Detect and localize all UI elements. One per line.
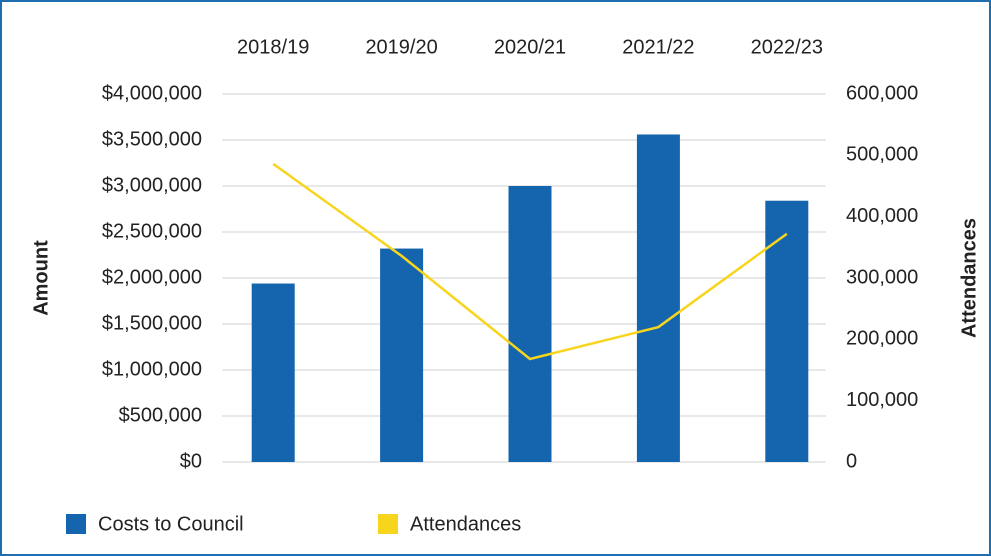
- y2-axis-title: Attendances: [958, 218, 980, 338]
- x-tick-label: 2019/20: [365, 36, 437, 58]
- y2-tick-label: 500,000: [846, 144, 918, 166]
- legend-label: Attendances: [410, 513, 521, 535]
- bar: [636, 134, 680, 463]
- y-tick-label: $0: [180, 450, 202, 472]
- legend-swatch: [66, 514, 86, 534]
- y-tick-label: $2,500,000: [102, 220, 202, 242]
- y2-tick-label: 400,000: [846, 205, 918, 227]
- legend-swatch: [378, 514, 398, 534]
- y2-tick-label: 100,000: [846, 389, 918, 411]
- y2-tick-label: 600,000: [846, 82, 918, 104]
- y-tick-label: $500,000: [119, 404, 202, 426]
- y-tick-label: $1,500,000: [102, 312, 202, 334]
- y2-tick-label: 200,000: [846, 328, 918, 350]
- x-tick-label: 2022/23: [751, 36, 823, 58]
- y-tick-label: $1,000,000: [102, 358, 202, 380]
- bar: [765, 200, 809, 462]
- legend-label: Costs to Council: [98, 513, 244, 535]
- x-tick-label: 2018/19: [237, 36, 309, 58]
- y-tick-label: $2,000,000: [102, 266, 202, 288]
- y2-tick-label: 300,000: [846, 266, 918, 288]
- bar: [380, 248, 424, 462]
- y-axis-title: Amount: [30, 240, 52, 316]
- bar: [508, 186, 552, 462]
- y-tick-label: $4,000,000: [102, 82, 202, 104]
- y-tick-label: $3,500,000: [102, 128, 202, 150]
- y-tick-label: $3,000,000: [102, 174, 202, 196]
- line: [272, 162, 788, 361]
- y2-tick-label: 0: [846, 450, 857, 472]
- x-tick-label: 2021/22: [622, 36, 694, 58]
- x-tick-label: 2020/21: [494, 36, 566, 58]
- bar: [251, 283, 295, 462]
